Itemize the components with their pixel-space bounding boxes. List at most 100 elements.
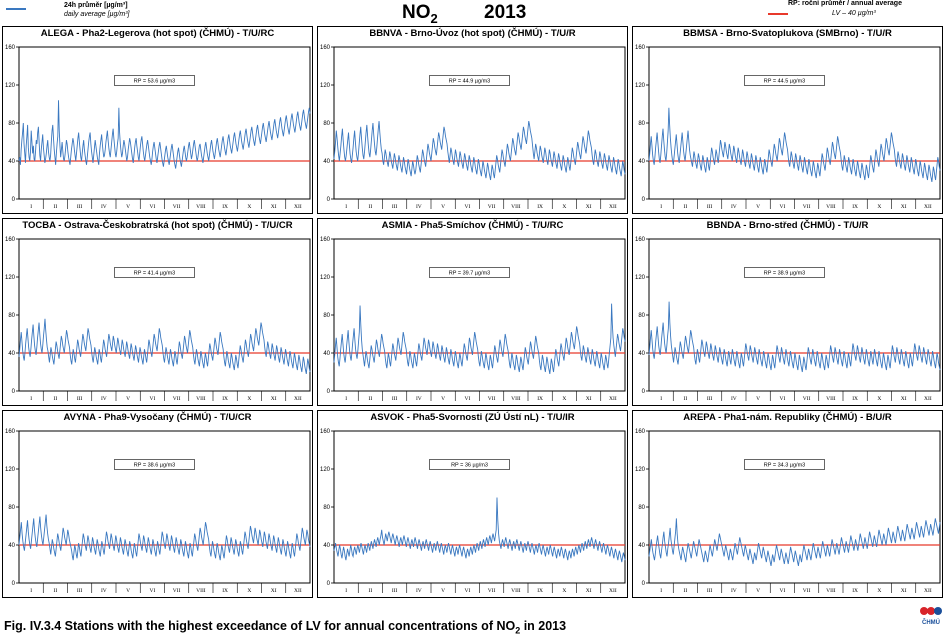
x-tick-label: VI	[464, 396, 470, 402]
x-tick-label: VIII	[196, 204, 206, 210]
y-tick-label: 40	[8, 159, 15, 165]
y-tick-label: 160	[320, 45, 331, 51]
x-tick-label: I	[660, 588, 662, 594]
annual-average-box	[744, 75, 825, 86]
chart-grid: ALEGA - Pha2-Legerova (hot spot) (ČHMÚ) …	[0, 24, 945, 610]
chart-title: ASMIA - Pha5-Smíchov (ČHMÚ) - T/U/RC	[381, 220, 564, 231]
x-tick-label: II	[684, 588, 688, 594]
x-tick-label: IX	[222, 396, 228, 402]
annual-average-box	[114, 267, 195, 278]
annual-average-label: RP = 44.9 µg/m3	[449, 79, 490, 85]
chart-title: TOCBA - Ostrava-Českobratrská (hot spot)…	[22, 220, 293, 231]
y-tick-label: 160	[320, 429, 331, 435]
x-tick-label: IV	[101, 588, 107, 594]
x-tick-label: V	[441, 396, 445, 402]
y-tick-label: 40	[323, 543, 330, 549]
x-tick-label: X	[247, 396, 251, 402]
y-tick-label: 0	[642, 197, 646, 203]
daily-average-series-line	[18, 100, 311, 169]
y-tick-label: 0	[327, 389, 331, 395]
y-tick-label: 40	[638, 351, 645, 357]
chart-panel: ALEGA - Pha2-Legerova (hot spot) (ČHMÚ) …	[2, 26, 313, 214]
chart-title: AVYNA - Pha9-Vysočany (ČHMÚ) - T/U/CR	[63, 412, 252, 423]
legend-limit-line	[768, 13, 788, 15]
y-tick-label: 160	[5, 237, 16, 243]
chart-panel: BBMSA - Brno-Svatoplukova (SMBrno) - T/U…	[632, 26, 943, 214]
y-tick-label: 120	[320, 467, 331, 473]
plot-area-frame	[18, 46, 311, 200]
x-tick-label: I	[30, 396, 32, 402]
annual-average-label: RP = 53.6 µg/m3	[134, 79, 175, 85]
x-tick-label: XI	[901, 396, 907, 402]
title-year: 2013	[484, 2, 527, 23]
x-tick-label: III	[77, 588, 83, 594]
x-tick-label: II	[369, 396, 373, 402]
x-tick-label: V	[756, 396, 760, 402]
x-tick-label: XII	[924, 396, 932, 402]
x-tick-label: IX	[537, 204, 543, 210]
x-tick-label: XI	[271, 588, 277, 594]
annual-average-box	[114, 459, 195, 470]
annual-average-label: RP = 34.3 µg/m3	[764, 463, 805, 469]
y-tick-label: 160	[635, 429, 646, 435]
x-tick-label: VIII	[196, 396, 206, 402]
y-tick-label: 0	[642, 389, 646, 395]
y-tick-label: 120	[320, 83, 331, 89]
x-tick-label: IV	[731, 396, 737, 402]
annual-average-label: RP = 38.6 µg/m3	[134, 463, 175, 469]
x-tick-label: X	[247, 204, 251, 210]
x-tick-label: VIII	[196, 588, 206, 594]
x-tick-label: IV	[101, 396, 107, 402]
annual-average-box	[744, 267, 825, 278]
title-pollutant: NO2	[402, 2, 438, 26]
x-tick-label: VII	[488, 204, 496, 210]
daily-average-series-line	[648, 107, 941, 182]
y-tick-label: 0	[642, 581, 646, 587]
x-tick-label: II	[54, 588, 58, 594]
x-tick-label: VI	[464, 204, 470, 210]
x-tick-label: X	[562, 588, 566, 594]
y-tick-label: 40	[638, 543, 645, 549]
y-tick-label: 120	[320, 275, 331, 281]
annual-average-box	[429, 75, 510, 86]
x-tick-label: IX	[222, 588, 228, 594]
y-tick-label: 0	[327, 197, 331, 203]
daily-average-series-line	[648, 301, 941, 373]
annual-average-label: RP = 36 µg/m3	[451, 463, 488, 469]
legend-daily-average: 24h průměr [µg/m³] daily average [µg/m³]	[4, 2, 204, 22]
legend-daily-line	[6, 8, 26, 10]
y-tick-label: 120	[635, 467, 646, 473]
chart-panel: ASMIA - Pha5-Smíchov (ČHMÚ) - T/U/RC 0 40 8…	[317, 218, 628, 406]
daily-average-series-line	[333, 121, 626, 181]
x-tick-label: VI	[149, 204, 155, 210]
chart-title: ASVOK - Pha5-Svornosti (ZÚ Ústí nL) - T/…	[370, 412, 575, 423]
y-tick-label: 120	[635, 83, 646, 89]
x-tick-label: VII	[488, 588, 496, 594]
y-tick-label: 120	[5, 467, 16, 473]
x-tick-label: IX	[222, 204, 228, 210]
daily-average-series-line	[333, 303, 626, 374]
x-tick-label: VIII	[511, 396, 521, 402]
x-tick-label: II	[369, 588, 373, 594]
y-tick-label: 40	[638, 159, 645, 165]
daily-average-series-line	[18, 514, 311, 561]
x-tick-label: X	[562, 204, 566, 210]
chart-title: BBNVA - Brno-Úvoz (hot spot) (ČHMÚ) - T/…	[369, 28, 576, 39]
y-tick-label: 160	[635, 237, 646, 243]
y-tick-label: 80	[638, 313, 645, 319]
x-tick-label: IX	[852, 204, 858, 210]
daily-average-series-line	[648, 518, 941, 566]
x-tick-label: XII	[294, 396, 302, 402]
y-tick-label: 80	[8, 505, 15, 511]
x-tick-label: X	[247, 588, 251, 594]
x-tick-label: III	[392, 204, 398, 210]
x-tick-label: X	[877, 588, 881, 594]
y-tick-label: 80	[323, 313, 330, 319]
chart-panel: ASVOK - Pha5-Svornosti (ZÚ Ústí nL) - T/…	[317, 410, 628, 598]
daily-average-series-line	[333, 497, 626, 563]
x-tick-label: VI	[149, 588, 155, 594]
x-tick-label: IX	[852, 396, 858, 402]
